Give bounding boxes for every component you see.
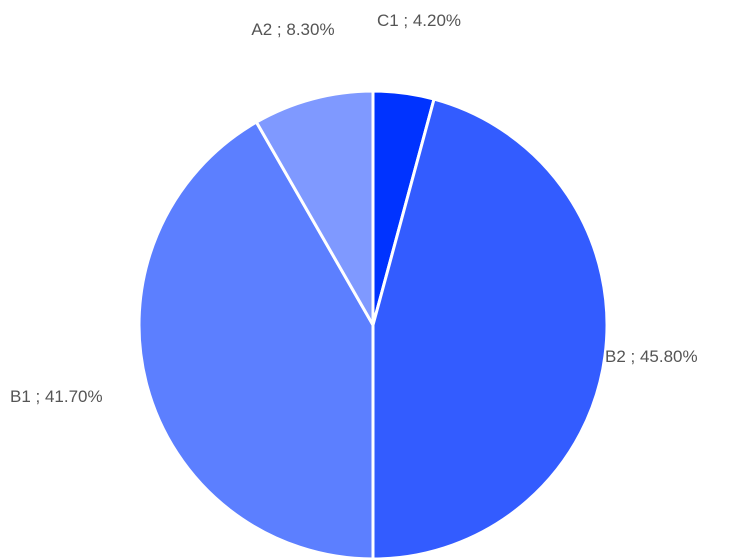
slice-label-b1: B1 ; 41.70% bbox=[10, 387, 103, 406]
pie-slice-b1 bbox=[137, 120, 375, 560]
slice-label-b2: B2 ; 45.80% bbox=[605, 347, 698, 366]
pie-labels: C1 ; 4.20% B2 ; 45.80% B1 ; 41.70% A2 ; 8.3… bbox=[10, 11, 698, 406]
slice-label-c1: C1 ; 4.20% bbox=[377, 11, 461, 30]
pie-slice-a2 bbox=[254, 89, 375, 327]
pie-slices bbox=[137, 89, 609, 560]
slice-label-a2: A2 ; 8.30% bbox=[251, 20, 334, 39]
pie-slice-b2 bbox=[371, 97, 609, 560]
